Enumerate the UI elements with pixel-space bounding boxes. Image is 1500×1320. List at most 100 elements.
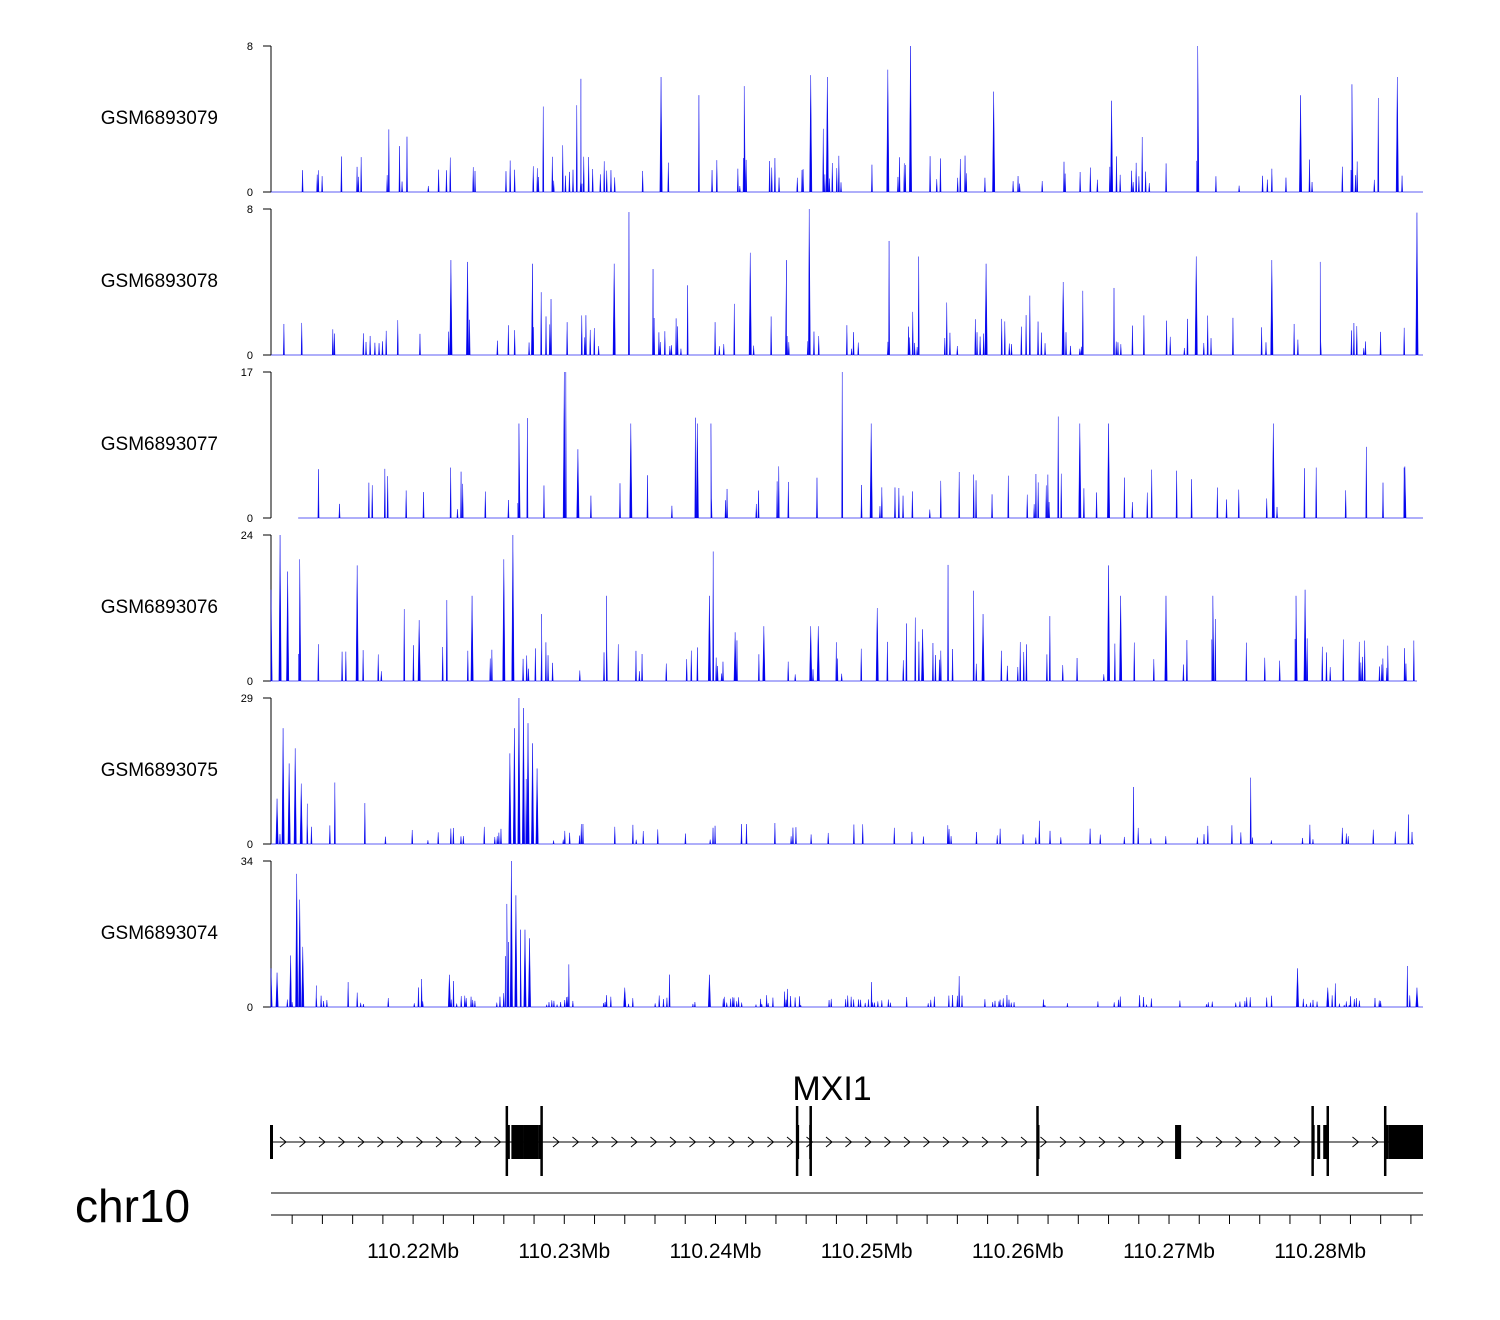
strand-chevron: [1040, 1136, 1048, 1148]
strand-chevron: [357, 1136, 365, 1148]
strand-chevron: [650, 1136, 658, 1148]
y-tick-label-max: 8: [247, 41, 253, 53]
axis-tick-label: 110.26Mb: [972, 1240, 1064, 1263]
strand-chevron: [1215, 1136, 1223, 1148]
strand-chevron: [474, 1136, 482, 1148]
track-GSM6893074: GSM6893074 34 0: [101, 856, 1423, 1014]
strand-chevron: [552, 1136, 560, 1148]
coverage-area: [269, 860, 1423, 1008]
y-tick-label-min: 0: [247, 350, 253, 362]
strand-chevron: [962, 1136, 970, 1148]
strand-chevron: [1235, 1136, 1243, 1148]
exon-block: [523, 1125, 539, 1159]
axis-tick-label: 110.28Mb: [1274, 1240, 1366, 1263]
exon-block: [1175, 1125, 1182, 1159]
y-tick-label-min: 0: [247, 676, 253, 688]
y-tick-label-min: 0: [247, 839, 253, 851]
strand-chevron: [396, 1136, 404, 1148]
y-tick-label-max: 8: [247, 204, 253, 216]
track-name-label: GSM6893075: [101, 760, 218, 781]
y-tick-label-max: 34: [241, 856, 253, 868]
track-GSM6893079: GSM6893079 8 0: [101, 41, 1423, 199]
coverage-area: [298, 371, 1423, 519]
strand-chevron: [318, 1136, 326, 1148]
strand-chevron: [864, 1136, 872, 1148]
track-name-label: GSM6893078: [101, 271, 218, 292]
strand-chevron: [377, 1136, 385, 1148]
exon-block: [1323, 1125, 1328, 1159]
strand-chevron: [728, 1136, 736, 1148]
coverage-area: [271, 45, 1423, 193]
coverage-area: [271, 697, 1414, 845]
strand-chevron: [1079, 1136, 1087, 1148]
track-GSM6893076: GSM6893076 24 0: [101, 530, 1417, 688]
strand-chevron: [1274, 1136, 1282, 1148]
track-GSM6893078: GSM6893078 8 0: [101, 204, 1423, 362]
strand-chevron: [903, 1136, 911, 1148]
strand-chevron: [572, 1136, 580, 1148]
gene-track: MXI1: [270, 1070, 1423, 1176]
strand-chevron: [1118, 1136, 1126, 1148]
genome-axis: chr10 110.22Mb 110.23Mb 110.24Mb 110.25Mb 11…: [75, 1180, 1423, 1263]
y-tick-label-min: 0: [247, 1002, 253, 1014]
strand-chevron: [1293, 1136, 1301, 1148]
strand-chevron: [1157, 1136, 1165, 1148]
coverage-tracks: GSM689307980GSM689307880GSM6893077170GSM…: [101, 41, 1423, 1014]
strand-chevron: [981, 1136, 989, 1148]
y-tick-label-max: 24: [241, 530, 253, 542]
strand-chevron: [591, 1136, 599, 1148]
strand-chevron: [747, 1136, 755, 1148]
y-tick-label-min: 0: [247, 187, 253, 199]
exon-block: [1385, 1125, 1389, 1159]
strand-chevron: [1254, 1136, 1262, 1148]
track-GSM6893075: GSM6893075 29 0: [101, 693, 1414, 851]
gene-name-label: MXI1: [792, 1070, 871, 1108]
strand-chevron: [1196, 1136, 1204, 1148]
axis-tick-label: 110.25Mb: [821, 1240, 913, 1263]
strand-chevron: [923, 1136, 931, 1148]
track-name-label: GSM6893077: [101, 434, 218, 455]
strand-chevron: [708, 1136, 716, 1148]
exon-block: [506, 1125, 510, 1159]
strand-chevron: [884, 1136, 892, 1148]
track-name-label: GSM6893076: [101, 597, 218, 618]
exon-block: [511, 1125, 524, 1159]
strand-chevron: [494, 1136, 502, 1148]
strand-chevron: [1059, 1136, 1067, 1148]
strand-chevron: [416, 1136, 424, 1148]
axis-tick-label: 110.27Mb: [1123, 1240, 1215, 1263]
strand-chevron: [611, 1136, 619, 1148]
strand-chevron: [630, 1136, 638, 1148]
exon-block: [1317, 1125, 1321, 1159]
coverage-area: [269, 534, 1417, 682]
y-tick-label-min: 0: [247, 513, 253, 525]
chromosome-label: chr10: [75, 1180, 190, 1232]
exon-block: [538, 1125, 542, 1159]
strand-chevron: [1352, 1136, 1360, 1148]
strand-chevron: [942, 1136, 950, 1148]
strand-chevron: [435, 1136, 443, 1148]
strand-chevron: [767, 1136, 775, 1148]
strand-chevron: [338, 1136, 346, 1148]
y-tick-label-max: 29: [241, 693, 253, 705]
coverage-area: [271, 208, 1423, 356]
strand-chevron: [669, 1136, 677, 1148]
track-GSM6893077: GSM6893077 17 0: [101, 367, 1423, 525]
strand-chevron: [1001, 1136, 1009, 1148]
exon-block: [1388, 1125, 1423, 1159]
strand-chevron: [1020, 1136, 1028, 1148]
strand-chevron: [806, 1136, 814, 1148]
strand-chevron: [689, 1136, 697, 1148]
axis-tick-label: 110.23Mb: [518, 1240, 610, 1263]
strand-chevron: [1371, 1136, 1379, 1148]
track-name-label: GSM6893079: [101, 108, 218, 129]
strand-chevron: [455, 1136, 463, 1148]
strand-chevron: [1098, 1136, 1106, 1148]
strand-chevron: [1137, 1136, 1145, 1148]
strand-chevron: [279, 1136, 287, 1148]
y-tick-label-max: 17: [241, 367, 253, 379]
strand-chevron: [786, 1136, 794, 1148]
axis-tick-label: 110.22Mb: [367, 1240, 459, 1263]
strand-chevron: [299, 1136, 307, 1148]
